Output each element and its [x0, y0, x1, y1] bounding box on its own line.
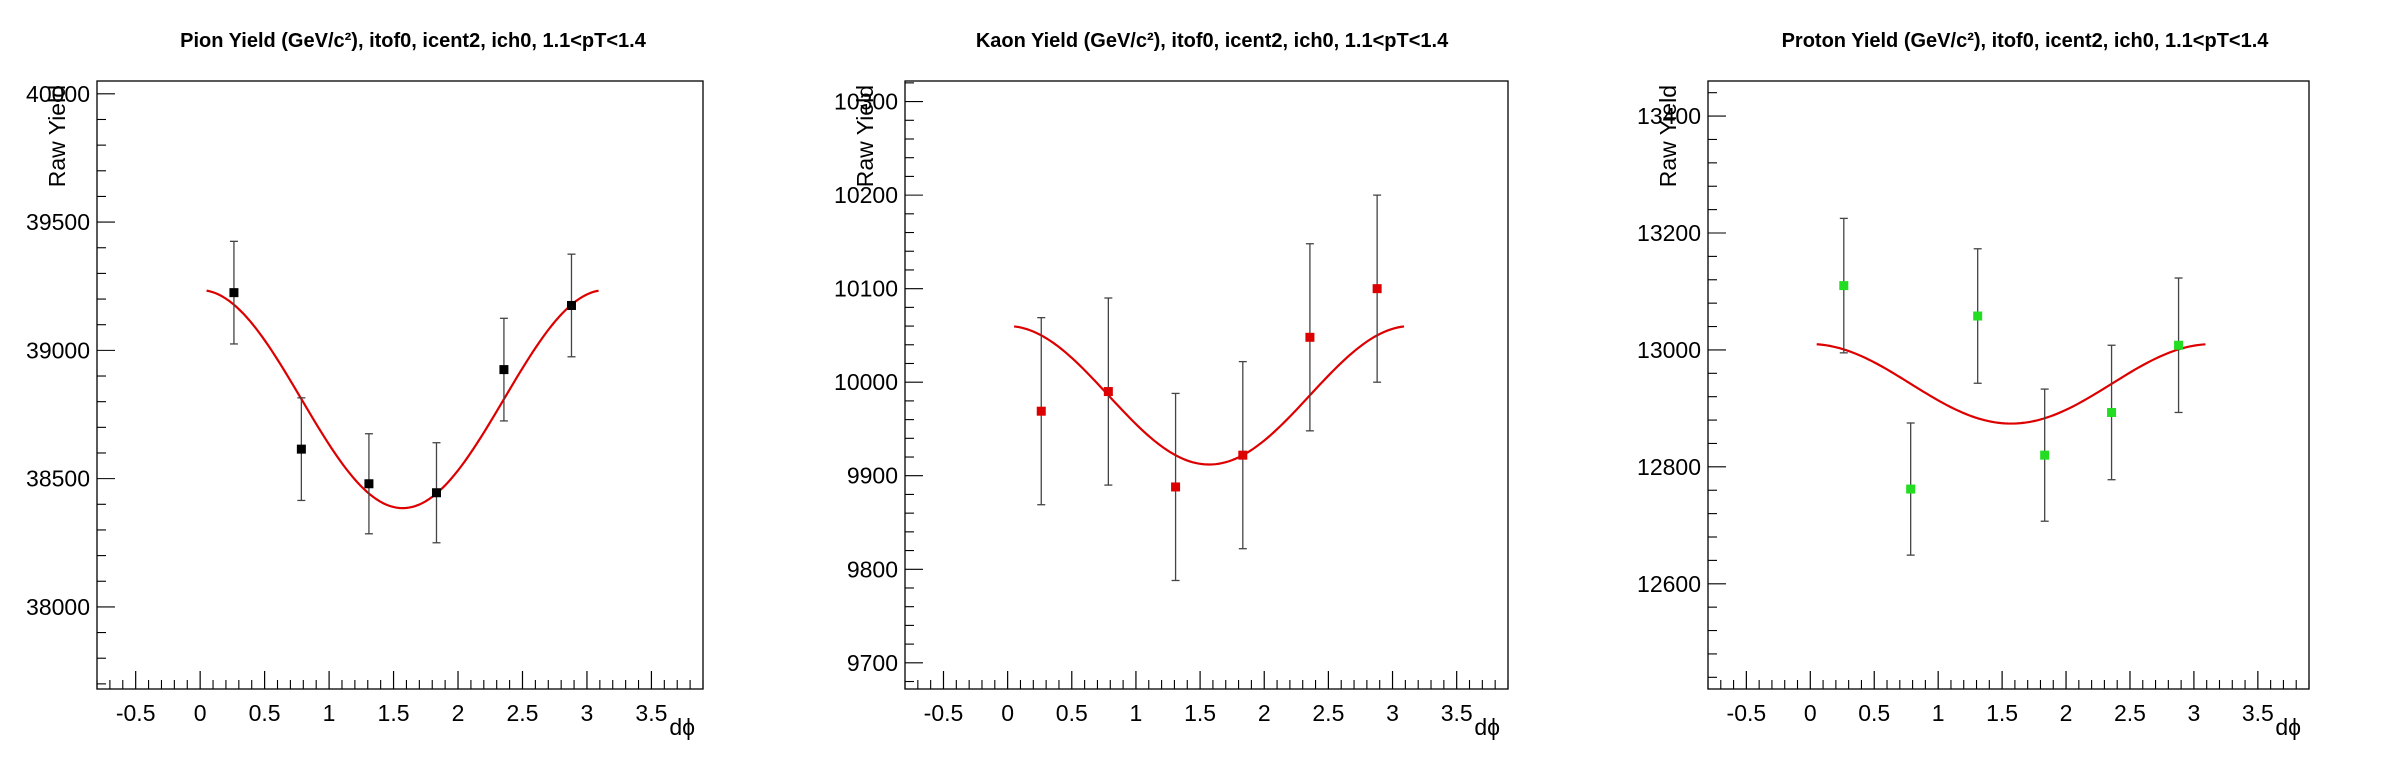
pion-x-tick-label: 3: [581, 700, 594, 726]
proton-data-point-1: [1839, 281, 1849, 291]
proton-x-axis-title: dϕ: [2275, 714, 2301, 740]
kaon-data-point-4: [1238, 450, 1248, 460]
kaon-y-tick-label: 10300: [834, 89, 898, 115]
proton-x-tick-label: 0: [1804, 700, 1817, 726]
proton-data-point-6: [2174, 340, 2184, 350]
kaon-y-tick-label: 9800: [847, 556, 898, 582]
pion-yield-panel: Pion Yield (GeV/c²), itof0, icent2, ich0…: [26, 30, 704, 740]
kaon-y-tick-label: 10200: [834, 182, 898, 208]
pion-data-point-6: [566, 300, 576, 310]
kaon-x-tick-label: -0.5: [924, 700, 964, 726]
proton-y-tick-label: 12600: [1637, 571, 1701, 597]
proton-fit-curve: [1816, 343, 2206, 425]
kaon-data-point-6: [1372, 284, 1382, 294]
kaon-plot-frame: [904, 80, 1509, 690]
proton-data-point-3: [1973, 311, 1983, 321]
kaon-x-tick-label: 2: [1258, 700, 1271, 726]
pion-plot-frame: [96, 80, 704, 690]
pion-y-tick-label: 39500: [26, 209, 90, 235]
kaon-chart-title: Kaon Yield (GeV/c²), itof0, icent2, ich0…: [976, 30, 1449, 52]
pion-x-tick-label: 1.5: [378, 700, 410, 726]
proton-y-tick-label: 12800: [1637, 454, 1701, 480]
pion-data-point-1: [229, 288, 239, 298]
proton-y-axis-title: Raw Yield: [1655, 85, 1681, 187]
kaon-data-point-1: [1036, 406, 1046, 416]
kaon-yield-panel: Kaon Yield (GeV/c²), itof0, icent2, ich0…: [834, 30, 1509, 740]
kaon-y-tick-label: 9700: [847, 650, 898, 676]
kaon-x-tick-label: 0: [1001, 700, 1014, 726]
pion-data-point-2: [296, 444, 306, 454]
pion-y-tick-label: 39000: [26, 337, 90, 363]
proton-data-point-4: [2040, 450, 2050, 460]
kaon-x-tick-label: 2.5: [1312, 700, 1344, 726]
kaon-x-tick-label: 1: [1130, 700, 1143, 726]
proton-x-tick-label: 2: [2060, 700, 2073, 726]
pion-data-point-3: [364, 479, 374, 489]
proton-x-tick-label: 3: [2188, 700, 2201, 726]
kaon-fit-curve: [1013, 325, 1405, 466]
pion-x-tick-label: -0.5: [116, 700, 156, 726]
pion-chart-title: Pion Yield (GeV/c²), itof0, icent2, ich0…: [180, 30, 647, 52]
kaon-x-tick-label: 3: [1386, 700, 1399, 726]
kaon-y-axis-title: Raw Yield: [852, 85, 878, 187]
kaon-y-tick-label: 9900: [847, 463, 898, 489]
proton-x-tick-label: 1.5: [1986, 700, 2018, 726]
proton-x-tick-label: -0.5: [1727, 700, 1767, 726]
proton-chart-title: Proton Yield (GeV/c²), itof0, icent2, ic…: [1782, 30, 2270, 52]
proton-data-point-5: [2107, 407, 2117, 417]
pion-y-tick-label: 40000: [26, 81, 90, 107]
pion-y-tick-label: 38000: [26, 594, 90, 620]
kaon-data-point-2: [1103, 387, 1113, 397]
proton-x-tick-label: 3.5: [2242, 700, 2274, 726]
pion-y-tick-label: 38500: [26, 466, 90, 492]
kaon-x-axis-title: dϕ: [1474, 714, 1500, 740]
pion-x-axis-title: dϕ: [669, 714, 695, 740]
proton-y-tick-label: 13000: [1637, 337, 1701, 363]
proton-x-tick-label: 0.5: [1858, 700, 1890, 726]
proton-x-tick-label: 2.5: [2114, 700, 2146, 726]
kaon-data-point-3: [1171, 482, 1181, 492]
kaon-x-tick-label: 3.5: [1441, 700, 1473, 726]
proton-yield-panel: Proton Yield (GeV/c²), itof0, icent2, ic…: [1637, 30, 2310, 740]
kaon-x-tick-label: 1.5: [1184, 700, 1216, 726]
proton-plot-frame: [1707, 80, 2310, 690]
pion-x-tick-label: 2: [452, 700, 465, 726]
pion-x-tick-label: 0: [194, 700, 207, 726]
pion-x-tick-label: 1: [323, 700, 336, 726]
kaon-y-tick-label: 10100: [834, 276, 898, 302]
pion-data-point-4: [431, 488, 441, 498]
pion-x-tick-label: 2.5: [506, 700, 538, 726]
proton-y-tick-label: 13400: [1637, 103, 1701, 129]
proton-x-tick-label: 1: [1932, 700, 1945, 726]
pion-x-tick-label: 3.5: [635, 700, 667, 726]
kaon-y-tick-label: 10000: [834, 369, 898, 395]
kaon-data-point-5: [1305, 332, 1315, 342]
pion-fit-curve: [206, 289, 599, 510]
proton-data-point-2: [1906, 484, 1916, 494]
proton-y-tick-label: 13200: [1637, 220, 1701, 246]
kaon-x-tick-label: 0.5: [1056, 700, 1088, 726]
pion-data-point-5: [499, 365, 509, 375]
pion-y-axis-title: Raw Yield: [44, 85, 70, 187]
pion-x-tick-label: 0.5: [249, 700, 281, 726]
